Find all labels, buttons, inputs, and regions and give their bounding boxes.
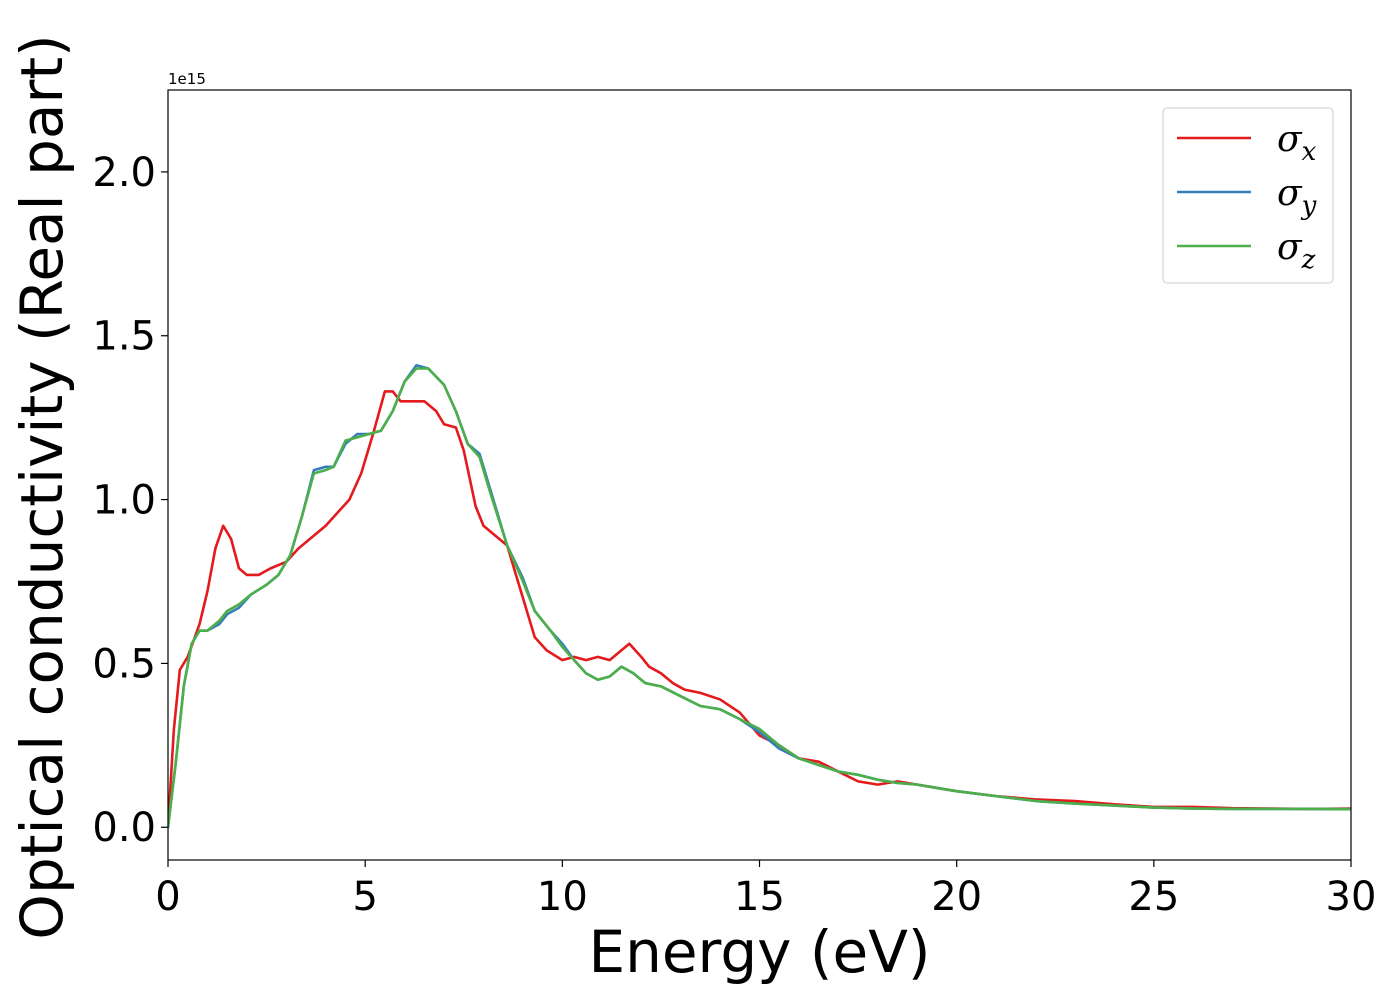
legend-label-y: σy	[1277, 173, 1317, 221]
y-axis-offset-text: 1e15	[168, 70, 206, 88]
y-axis-ticks: 0.0 0.5 1.0 1.5 2.0	[92, 150, 168, 851]
y-tick-label: 0.0	[92, 805, 156, 851]
series-line-y	[168, 363, 1351, 829]
y-tick-label: 2.0	[92, 150, 156, 196]
series-line-x	[168, 390, 1351, 829]
x-axis-label: Energy (eV)	[588, 918, 930, 986]
x-tick-label: 15	[734, 874, 785, 920]
y-tick-label: 0.5	[92, 641, 156, 687]
x-tick-label: 5	[352, 874, 377, 920]
x-tick-label: 20	[931, 874, 982, 920]
legend-label-z: σz	[1277, 227, 1316, 275]
y-tick-label: 1.0	[92, 478, 156, 524]
x-tick-label: 30	[1326, 874, 1377, 920]
series-line-z	[168, 367, 1351, 829]
series-layer	[168, 363, 1351, 829]
legend-label-x: σx	[1277, 119, 1317, 167]
x-tick-label: 10	[537, 874, 588, 920]
y-tick-label: 1.5	[92, 314, 156, 360]
legend: σx σy σz	[1162, 107, 1334, 284]
legend-box	[1162, 107, 1334, 284]
x-axis-ticks: 0 5 10 15 20 25 30	[155, 860, 1376, 920]
x-tick-label: 25	[1128, 874, 1179, 920]
y-axis-label: Optical conductivity (Real part)	[8, 34, 76, 939]
x-tick-label: 0	[155, 874, 180, 920]
